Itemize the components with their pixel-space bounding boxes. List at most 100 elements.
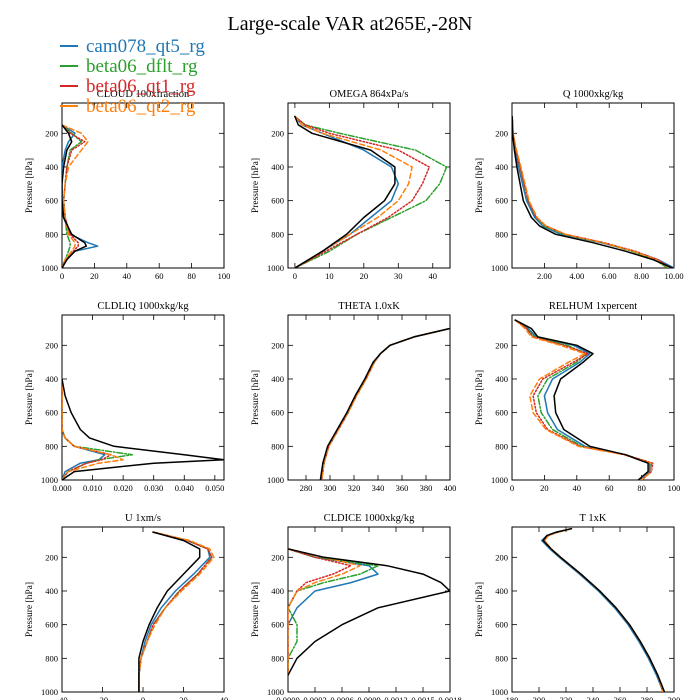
series-line-beta06_qt1_rg: [62, 124, 86, 268]
y-tick-label: 1000: [267, 263, 284, 273]
y-tick-label: 600: [45, 620, 58, 630]
series-line-reference: [138, 531, 201, 692]
y-axis-label: Pressure [hPa]: [251, 370, 261, 425]
x-tick-label: 0.030: [144, 483, 163, 493]
y-tick-label: 400: [45, 586, 58, 596]
series-line-beta06_qt2_rg: [543, 527, 664, 692]
legend-item-beta06_qt2_rg: beta06_qt2_rg: [86, 96, 196, 117]
series-line-beta06_qt1_rg: [320, 327, 450, 480]
y-tick-label: 400: [271, 162, 284, 172]
series-line-beta06_dflt_rg: [62, 378, 134, 480]
x-tick-label: 100: [218, 271, 231, 281]
legend: cam078_qt5_rgbeta06_dflt_rgbeta06_qt1_rg…: [60, 36, 205, 117]
x-tick-label: 40: [573, 483, 582, 493]
x-tick-label: 340: [372, 483, 385, 493]
x-tick-label: 0.0003: [303, 695, 326, 700]
y-tick-label: 200: [45, 552, 58, 562]
x-tick-label: 0.020: [114, 483, 133, 493]
series-line-reference: [62, 378, 224, 480]
series-line-cam078_qt5_rg: [320, 327, 450, 480]
panel-frame: [61, 314, 225, 481]
legend-item-beta06_qt1_rg: beta06_qt1_rg: [86, 76, 196, 97]
y-tick-label: 600: [271, 620, 284, 630]
y-tick-label: 800: [271, 441, 284, 451]
y-tick-label: 200: [495, 552, 508, 562]
panel-cldliq: CLDLIQ 1000xkg/kg 200 400 600 800 1000 Pressur…: [25, 301, 225, 493]
series-line-reference: [288, 548, 450, 676]
y-tick-label: 400: [495, 586, 508, 596]
series-line-beta06_qt1_rg: [294, 115, 431, 268]
y-tick-label: 1000: [491, 263, 508, 273]
panel-q: Q 1000xkg/kg 200 400 600 800 1000 Pressure [hP…: [475, 89, 684, 281]
series-line-beta06_qt2_rg: [294, 115, 413, 268]
series-line-cam078_qt5_rg: [288, 548, 379, 676]
x-tick-label: 0.010: [83, 483, 102, 493]
y-tick-label: 200: [271, 128, 284, 138]
panel-cldice: CLDICE 1000xkg/kg 200 400 600 800 1000 Pressur…: [251, 513, 462, 700]
y-tick-label: 400: [45, 162, 58, 172]
series-line-reference: [319, 327, 450, 480]
series-line-beta06_qt1_rg: [543, 527, 664, 692]
panel-title: THETA 1.0xK: [338, 301, 400, 312]
x-tick-label: 360: [396, 483, 409, 493]
panel-title: CLOUD 100xfraction: [97, 89, 190, 100]
series-line-beta06_dflt_rg: [288, 548, 379, 676]
x-tick-label: 10.00: [664, 271, 683, 281]
x-tick-label: 280: [300, 483, 313, 493]
panel-frame: [61, 102, 225, 269]
y-tick-label: 400: [271, 586, 284, 596]
y-tick-label: 600: [495, 408, 508, 418]
y-tick-label: 1000: [491, 475, 508, 485]
series-line-reference: [512, 115, 674, 268]
legend-item-cam078_qt5_rg: cam078_qt5_rg: [86, 36, 205, 57]
panel-frame: [287, 102, 451, 269]
y-tick-label: 400: [45, 374, 58, 384]
x-tick-label: 300: [668, 695, 681, 700]
x-tick-label: 380: [420, 483, 433, 493]
series-line-beta06_dflt_rg: [320, 327, 450, 480]
y-axis-label: Pressure [hPa]: [25, 582, 35, 637]
x-tick-label: 20: [90, 271, 99, 281]
series-line-beta06_dflt_rg: [294, 115, 448, 268]
x-tick-label: 0.0012: [384, 695, 407, 700]
x-tick-label: 0: [293, 271, 297, 281]
y-tick-label: 200: [45, 340, 58, 350]
x-tick-label: 0: [510, 483, 514, 493]
panel-frame: [511, 526, 675, 693]
y-tick-label: 800: [271, 229, 284, 239]
y-axis-label: Pressure [hPa]: [25, 158, 35, 213]
x-tick-label: 0: [141, 695, 145, 700]
series-line-beta06_qt2_rg: [138, 531, 215, 692]
x-tick-label: 60: [605, 483, 614, 493]
series-line-cam078_qt5_rg: [540, 527, 664, 692]
x-tick-label: 80: [637, 483, 646, 493]
x-tick-label: 180: [506, 695, 519, 700]
x-tick-label: 0.000: [52, 483, 71, 493]
x-tick-label: 0.0006: [330, 695, 353, 700]
x-tick-label: 280: [641, 695, 654, 700]
y-axis-label: Pressure [hPa]: [251, 158, 261, 213]
x-tick-label: 300: [324, 483, 337, 493]
x-tick-label: 60: [155, 271, 164, 281]
y-axis-label: Pressure [hPa]: [475, 158, 485, 213]
panel-cloud: CLOUD 100xfraction2004006008001000Pressu…: [25, 89, 230, 281]
y-tick-label: 1000: [267, 475, 284, 485]
x-tick-label: 320: [348, 483, 361, 493]
x-tick-label: 10: [325, 271, 334, 281]
x-tick-label: 240: [587, 695, 600, 700]
panel-t: T 1xK 200 400 600 800 1000 Pressure [hPa] 180 20…: [475, 513, 680, 700]
x-tick-label: 40: [429, 271, 438, 281]
figure-title: Large-scale VAR at265E,-28N: [228, 13, 473, 35]
x-tick-label: -20: [97, 695, 108, 700]
series-line-cam078_qt5_rg: [294, 115, 400, 268]
y-tick-label: 200: [271, 552, 284, 562]
series-line-beta06_dflt_rg: [543, 527, 664, 692]
series-line-beta06_qt1_rg: [62, 378, 112, 480]
x-tick-label: 0.0009: [357, 695, 380, 700]
panel-title: CLDLIQ 1000xkg/kg: [97, 301, 189, 312]
x-tick-label: 0.0018: [438, 695, 461, 700]
y-tick-label: 800: [45, 653, 58, 663]
y-tick-label: 800: [45, 229, 58, 239]
y-tick-label: 200: [495, 128, 508, 138]
series-line-cam078_qt5_rg: [512, 115, 674, 268]
